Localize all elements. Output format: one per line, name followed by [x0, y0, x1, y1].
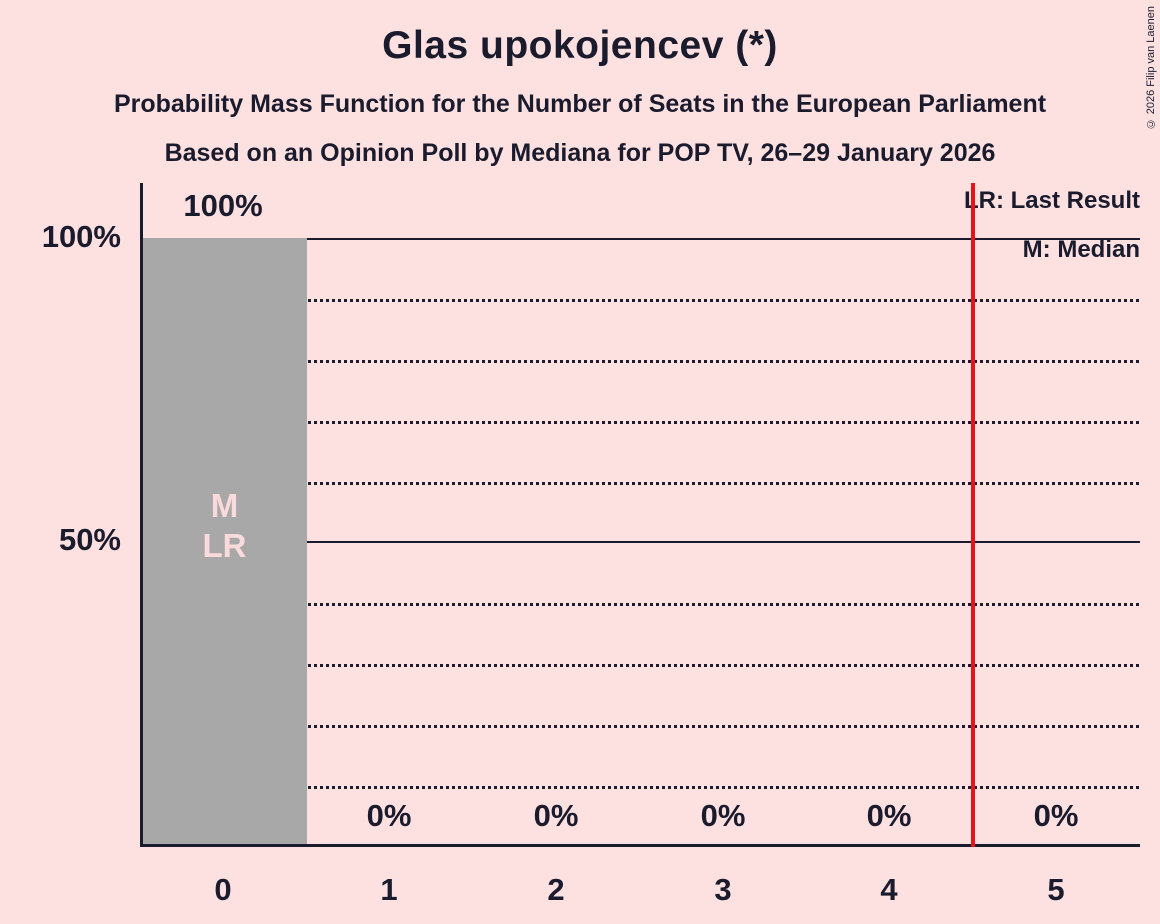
bar-seats-0	[142, 238, 307, 847]
plot-area: M LR	[140, 183, 1140, 847]
x-axis-line	[140, 844, 1140, 847]
gridline-50pct	[140, 541, 1140, 543]
legend-last-result: LR: Last Result	[963, 187, 1140, 214]
x-tick-5: 5	[1047, 872, 1065, 907]
gridline-80pct	[140, 360, 1140, 363]
x-tick-1: 1	[380, 872, 398, 907]
y-axis-label-50: 50%	[58, 522, 121, 557]
value-label-seats-4: 0%	[866, 798, 912, 833]
gridline-30pct	[140, 664, 1140, 667]
chart-subtitle: Probability Mass Function for the Number…	[113, 90, 1047, 118]
copyright-notice: © 2026 Filip van Laenen	[1145, 6, 1157, 130]
gridline-20pct	[140, 725, 1140, 728]
value-label-seats-3: 0%	[700, 798, 746, 833]
x-tick-2: 2	[547, 872, 565, 907]
gridline-100pct	[140, 238, 1140, 240]
page-title: Glas upokojencev (*)	[382, 24, 778, 67]
y-axis-label-100: 100%	[41, 219, 121, 254]
value-label-seats-1: 0%	[366, 798, 412, 833]
gridline-60pct	[140, 482, 1140, 485]
last-result-marker: LR	[202, 527, 247, 564]
median-marker: M	[210, 487, 239, 524]
y-axis-line	[140, 183, 143, 847]
gridline-40pct	[140, 603, 1140, 606]
x-tick-4: 4	[880, 872, 898, 907]
chart-source-line: Based on an Opinion Poll by Mediana for …	[164, 139, 996, 167]
gridline-90pct	[140, 299, 1140, 302]
x-tick-0: 0	[214, 872, 232, 907]
bar-seats-0-markers: M LR	[142, 486, 307, 566]
value-label-seats-2: 0%	[533, 798, 579, 833]
legend-median: M: Median	[1022, 236, 1140, 263]
value-label-seats-5: 0%	[1033, 798, 1079, 833]
x-tick-3: 3	[714, 872, 732, 907]
gridline-70pct	[140, 421, 1140, 424]
value-label-seats-0: 100%	[183, 188, 263, 223]
gridline-10pct	[140, 786, 1140, 789]
red-threshold-line	[971, 183, 975, 847]
